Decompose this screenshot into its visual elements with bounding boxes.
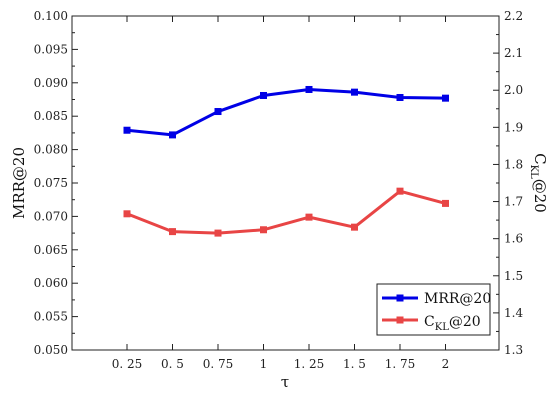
y-axis-label-right: CKL@20 [528,153,549,213]
data-point-mrr [305,85,313,93]
data-point-mrr [123,126,131,134]
y-axis-label-right-main: C [531,153,549,164]
data-point-ckl [123,210,131,218]
legend-label-mrr: MRR@20 [424,291,491,307]
data-point-mrr [442,94,449,102]
data-point-ckl [305,213,313,221]
x-tick-label: 0. 25 [112,357,143,371]
y-tick-label-right: 1.7 [504,195,523,209]
y-tick-label-left: 0.055 [34,310,68,324]
legend-box [376,283,491,336]
legend: MRR@20 CKL@20 [376,283,491,336]
ticks-layer: 0.050 0.055 0.060 0.065 0.070 0.075 0.080 0.085… [34,9,524,371]
data-point-ckl [351,223,358,231]
data-point-ckl [169,228,176,236]
x-tick-label: 0. 75 [203,357,234,371]
y-tick-label-right: 1.6 [504,232,523,246]
data-point-ckl [442,199,449,207]
x-tick-label: 0. 5 [161,357,184,371]
legend-marker-ckl [396,316,404,324]
y-tick-label-left: 0.050 [34,343,68,357]
y-tick-label-left: 0.065 [34,243,68,257]
x-tick-label: 2 [442,357,450,371]
y-tick-label-right: 1.3 [504,343,523,357]
y-tick-label-right: 2.1 [504,46,523,60]
data-point-ckl [396,187,404,195]
data-point-mrr [260,91,267,99]
y-tick-label-right: 2.0 [504,83,523,97]
y-tick-label-left: 0.095 [34,42,68,56]
y-tick-label-right: 1.5 [504,269,523,283]
legend-marker-mrr [396,294,404,302]
y-tick-label-left: 0.090 [34,76,68,90]
series-layer [123,85,449,237]
y-tick-label-left: 0.070 [34,209,68,223]
legend-label-ckl-tail: @20 [449,314,481,330]
y-tick-label-left: 0.100 [34,9,68,23]
y-tick-label-left: 0.085 [34,109,68,123]
y-tick-label-left: 0.060 [34,276,68,290]
legend-label-ckl: CKL@20 [424,314,481,333]
y-axis-label-left: MRR@20 [10,147,28,219]
series-line-ckl [126,189,446,235]
data-point-mrr [214,108,222,116]
legend-label-ckl-subscript: KL [435,322,449,333]
y-tick-label-right: 1.8 [504,157,523,171]
y-tick-label-right: 1.9 [504,120,523,134]
data-point-mrr [169,131,176,139]
data-point-ckl [214,229,222,237]
y-tick-label-left: 0.075 [34,176,68,190]
x-tick-label: 1. 25 [294,357,325,371]
x-tick-label: 1 [260,357,268,371]
series-line-mrr [126,87,446,137]
x-tick-label: 1. 5 [343,357,366,371]
y-tick-label-right: 2.2 [504,9,523,23]
y-axis-label-right-subscript: KL [528,165,539,179]
data-point-mrr [396,93,404,101]
data-point-mrr [351,88,358,96]
y-tick-label-right: 1.4 [504,306,523,320]
data-point-ckl [260,226,267,234]
y-axis-label-right-tail: @20 [531,179,549,213]
legend-label-ckl-main: C [424,314,435,330]
y-tick-label-left: 0.080 [34,143,68,157]
x-axis-label: τ [281,373,289,391]
x-tick-label: 1. 75 [385,357,416,371]
